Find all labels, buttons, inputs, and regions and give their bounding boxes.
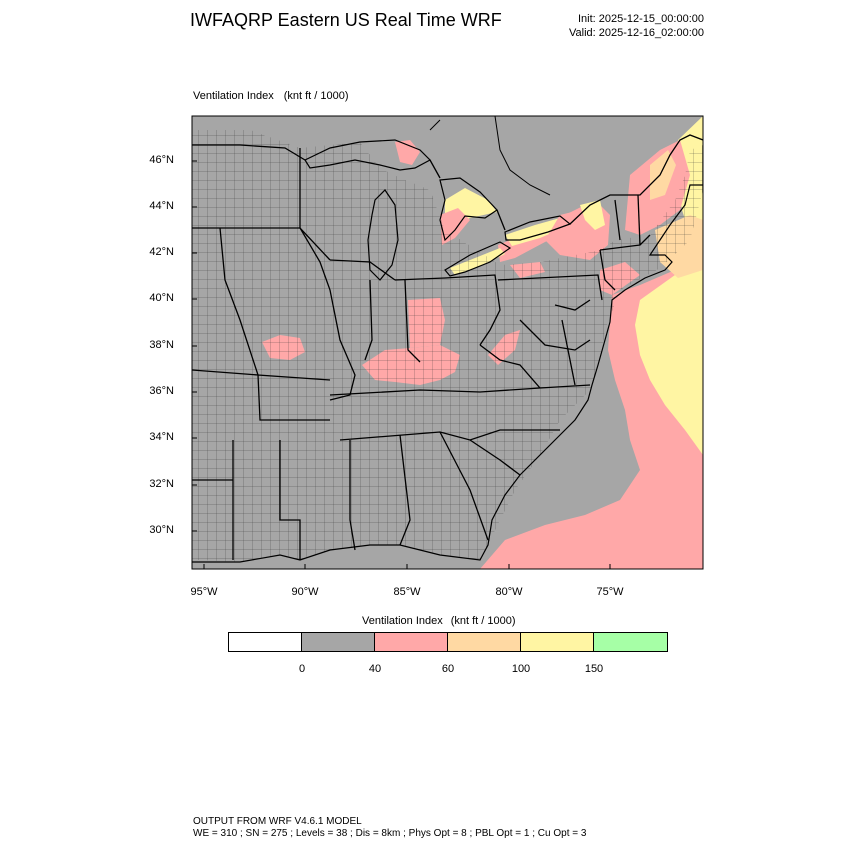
lat-label: 40°N xyxy=(149,292,174,304)
lat-label: 46°N xyxy=(149,154,174,166)
lat-label: 32°N xyxy=(149,478,174,490)
lon-label: 95°W xyxy=(190,586,218,598)
model-params: WE = 310 ; SN = 275 ; Levels = 38 ; Dis … xyxy=(193,828,587,839)
lon-label: 80°W xyxy=(495,586,523,598)
lon-label: 90°W xyxy=(291,586,319,598)
lat-label: 42°N xyxy=(149,246,174,258)
newengland-orange xyxy=(650,150,676,200)
lat-label: 34°N xyxy=(149,431,174,443)
county-lines xyxy=(192,130,703,562)
ocean-gulf-pink xyxy=(500,535,703,569)
great-lakes xyxy=(304,139,572,281)
colorbar-units: (knt ft / 1000) xyxy=(450,615,516,627)
colorbar-tick: 60 xyxy=(441,663,455,675)
state-borders xyxy=(192,148,651,560)
axis-ticks xyxy=(192,160,611,569)
lat-label: 44°N xyxy=(149,200,174,212)
colorbar-box xyxy=(302,633,375,651)
colorbar-variable: Ventilation Index xyxy=(362,615,443,627)
lon-label: 75°W xyxy=(596,586,624,598)
colorbar-tick: 150 xyxy=(584,663,604,675)
page-title: IWFAQRP Eastern US Real Time WRF xyxy=(190,10,502,30)
hudson-bay-line xyxy=(429,116,551,196)
colorbar xyxy=(228,632,668,652)
colorbar-box xyxy=(594,633,667,651)
colorbar-tick: 0 xyxy=(298,663,306,675)
ny-yellow xyxy=(580,200,605,230)
map-units: (knt ft / 1000) xyxy=(283,90,349,102)
map-label: Ventilation Index (knt ft / 1000) xyxy=(193,90,349,102)
init-time: Init: 2025-12-15_00:00:00 xyxy=(578,13,704,25)
canada-border xyxy=(192,134,703,231)
map-frame xyxy=(191,115,704,570)
colorbar-tick: 40 xyxy=(368,663,382,675)
superior-pink xyxy=(395,140,420,165)
lake-ontario-yellow xyxy=(505,218,570,246)
lat-label: 36°N xyxy=(149,385,174,397)
map-variable: Ventilation Index xyxy=(193,90,274,102)
colorbar-title: Ventilation Index (knt ft / 1000) xyxy=(362,615,516,627)
colorbar-box xyxy=(229,633,302,651)
lon-label: 85°W xyxy=(393,586,421,598)
coastline xyxy=(192,184,703,563)
ocean-yellow xyxy=(635,265,703,455)
colorbar-box xyxy=(448,633,521,651)
model-info: OUTPUT FROM WRF V4.6.1 MODEL xyxy=(193,816,362,827)
colorbar-box xyxy=(375,633,448,651)
colorbar-tick: 100 xyxy=(511,663,531,675)
lat-label: 30°N xyxy=(149,524,174,536)
valid-time: Valid: 2025-12-16_02:00:00 xyxy=(569,27,704,39)
colorbar-box xyxy=(521,633,594,651)
lat-label: 38°N xyxy=(149,339,174,351)
